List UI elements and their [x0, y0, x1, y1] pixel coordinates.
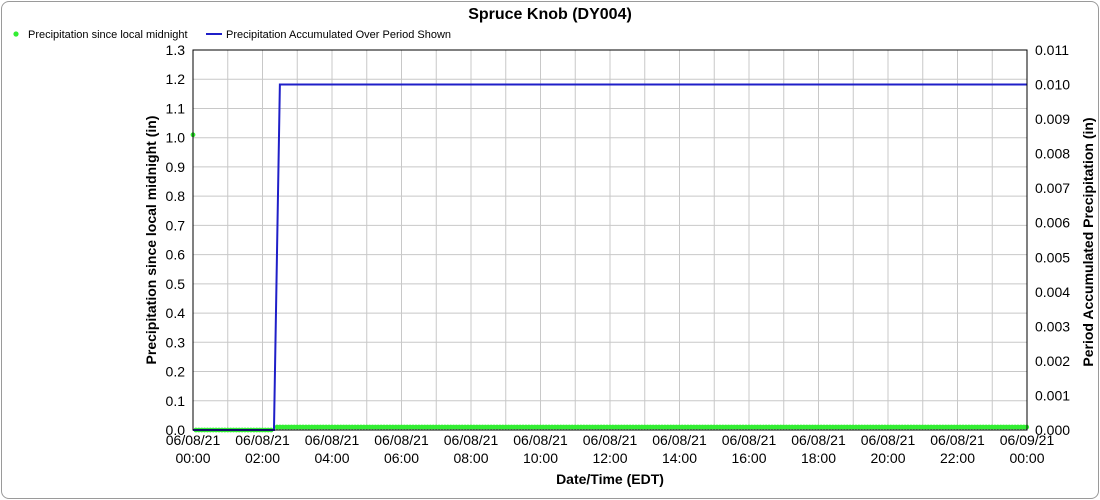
x-tick-label-time: 06:00 [384, 450, 419, 466]
x-tick-label-time: 00:00 [1009, 450, 1044, 466]
x-tick-label-time: 10:00 [523, 450, 558, 466]
x-tick-label-date: 06/08/21 [305, 432, 360, 448]
left-y-axis-title: Precipitation since local midnight (in) [143, 116, 159, 365]
legend-label-precip-since-midnight: Precipitation since local midnight [28, 29, 188, 41]
left-y-tick-label: 1.0 [166, 130, 186, 146]
x-tick-label-date: 06/08/21 [861, 432, 916, 448]
left-y-tick-label: 0.6 [166, 247, 186, 263]
x-tick-label-time: 14:00 [662, 450, 697, 466]
left-y-tick-label: 1.2 [166, 71, 186, 87]
x-axis-title: Date/Time (EDT) [556, 471, 664, 487]
grid-lines [192, 49, 1028, 431]
left-y-tick-label: 1.1 [166, 100, 186, 116]
left-y-axis-ticks: 0.0 0.1 0.2 0.3 0.4 0.5 0.6 0.7 0.8 0.9 1.0 1.1 1.2 1… [166, 42, 186, 438]
left-y-tick-label: 0.8 [166, 188, 186, 204]
x-axis-ticks: 06/08/21 00:00 06/08/21 02:00 06/08/21 04:00 0… [166, 432, 1055, 466]
x-tick-label-date: 06/08/21 [166, 432, 221, 448]
right-y-tick-label: 0.002 [1035, 353, 1070, 369]
x-tick-label-time: 16:00 [731, 450, 766, 466]
right-y-tick-label: 0.007 [1035, 180, 1070, 196]
right-y-axis-title: Period Accumulated Precipitation (in) [1080, 117, 1096, 366]
data-series [190, 83, 1030, 433]
x-tick-label-date: 06/08/21 [930, 432, 985, 448]
right-y-tick-label: 0.009 [1035, 111, 1070, 127]
x-tick-label-date: 06/08/21 [791, 432, 846, 448]
x-tick-label-time: 00:00 [175, 450, 210, 466]
x-tick-label-time: 08:00 [453, 450, 488, 466]
x-tick-label-date: 06/08/21 [652, 432, 707, 448]
x-tick-label-date: 06/08/21 [513, 432, 568, 448]
right-y-tick-label: 0.005 [1035, 249, 1070, 265]
right-y-tick-label: 0.006 [1035, 215, 1070, 231]
legend-marker-precip-since-midnight [13, 31, 19, 37]
x-tick-label-time: 02:00 [245, 450, 280, 466]
x-tick-label-time: 12:00 [592, 450, 627, 466]
right-y-tick-label: 0.001 [1035, 387, 1070, 403]
left-y-tick-label: 0.4 [166, 305, 186, 321]
x-tick-label-time: 04:00 [314, 450, 349, 466]
legend-label-period-accumulated: Precipitation Accumulated Over Period Sh… [226, 29, 451, 41]
x-tick-label-date: 06/08/21 [374, 432, 429, 448]
right-y-axis-ticks: 0.000 0.001 0.002 0.003 0.004 0.005 0.006 0.007… [1035, 42, 1070, 438]
left-y-tick-label: 0.0 [166, 422, 186, 438]
x-tick-label-date: 06/09/21 [1000, 432, 1055, 448]
right-y-tick-label: 0.003 [1035, 318, 1070, 334]
left-y-tick-label: 0.9 [166, 159, 186, 175]
x-tick-label-time: 20:00 [870, 450, 905, 466]
x-tick-label-time: 18:00 [801, 450, 836, 466]
x-tick-label-date: 06/08/21 [722, 432, 777, 448]
left-y-tick-label: 0.2 [166, 364, 186, 380]
x-tick-label-date: 06/08/21 [235, 432, 290, 448]
x-tick-label-date: 06/08/21 [444, 432, 499, 448]
legend: Precipitation since local midnight Preci… [13, 29, 451, 41]
right-y-tick-label: 0.000 [1035, 422, 1070, 438]
plot-area-border [192, 49, 1028, 431]
right-y-tick-label: 0.011 [1035, 42, 1069, 58]
left-y-tick-label: 0.3 [166, 334, 186, 350]
left-y-tick-label: 0.1 [166, 393, 186, 409]
chart-title: Spruce Knob (DY004) [468, 6, 632, 23]
left-y-tick-label: 0.5 [166, 276, 186, 292]
x-tick-label-time: 22:00 [940, 450, 975, 466]
x-tick-label-date: 06/08/21 [583, 432, 638, 448]
right-y-tick-label: 0.008 [1035, 146, 1070, 162]
right-y-tick-label: 0.004 [1035, 284, 1070, 300]
left-y-tick-label: 0.7 [166, 217, 186, 233]
left-y-tick-label: 1.3 [166, 42, 186, 58]
right-y-tick-label: 0.010 [1035, 77, 1070, 93]
